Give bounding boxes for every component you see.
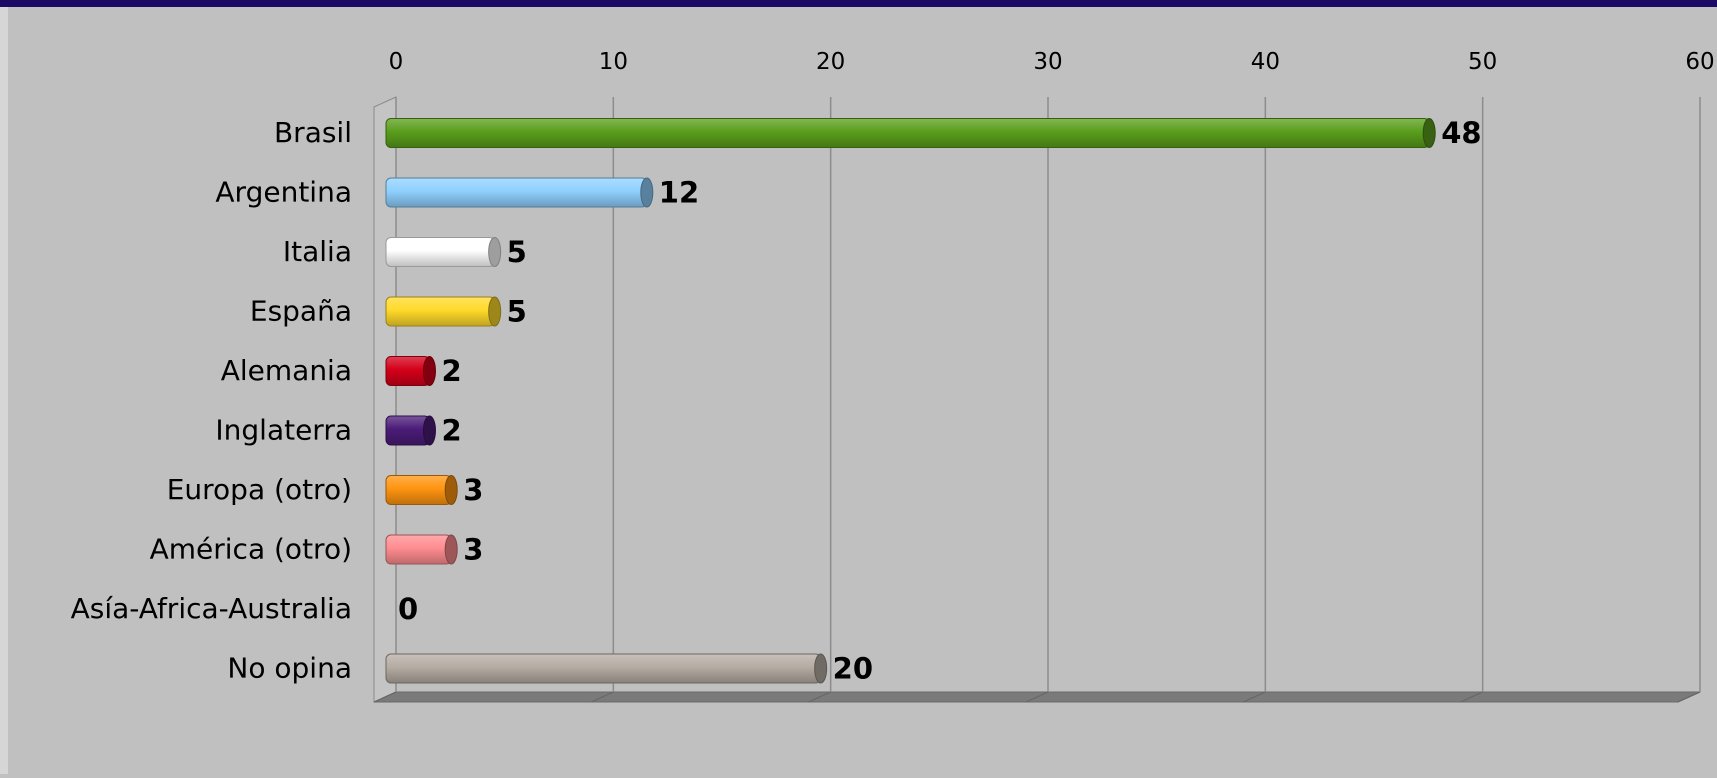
floor-gridline <box>1460 691 1483 703</box>
bar-cap <box>422 356 436 386</box>
data-label: 0 <box>398 592 418 626</box>
bar-cap <box>814 653 828 684</box>
category-label: España <box>250 295 352 328</box>
bar-body <box>385 118 1430 148</box>
bar <box>385 296 502 327</box>
category-label: Alemania <box>221 354 352 387</box>
data-label: 5 <box>507 235 527 269</box>
data-label: 20 <box>833 652 873 686</box>
floor-gridline <box>1243 691 1266 703</box>
gridlines <box>373 97 1701 703</box>
data-label: 5 <box>507 295 527 329</box>
bars <box>385 118 1436 684</box>
bar <box>385 237 502 267</box>
x-tick-label: 20 <box>816 49 845 75</box>
bar-body <box>385 237 496 267</box>
bar <box>385 118 1436 148</box>
x-tick-labels: 0 10 20 30 40 50 60 <box>389 49 1715 75</box>
category-label: No opina <box>227 652 352 685</box>
x-tick-label: 10 <box>599 49 628 75</box>
data-label: 12 <box>659 176 699 210</box>
data-label: 2 <box>441 414 461 448</box>
category-label: Italia <box>283 235 352 268</box>
data-label: 2 <box>441 354 461 388</box>
bar-body <box>385 653 822 684</box>
bar-cap <box>488 296 502 327</box>
bar <box>385 177 654 208</box>
category-label: América (otro) <box>150 533 352 566</box>
floor-gridline <box>1677 691 1701 703</box>
category-labels: Brasil Argentina Italia España Alemania Ingla… <box>71 116 352 685</box>
category-label: Asía-Africa-Australia <box>71 592 352 625</box>
x-tick-label: 60 <box>1685 49 1714 75</box>
x-tick-label: 50 <box>1468 49 1497 75</box>
floor-gridline <box>808 691 831 703</box>
bar-cap <box>444 475 458 505</box>
data-label: 3 <box>463 473 483 507</box>
category-label: Europa (otro) <box>167 473 352 506</box>
bar-cap <box>488 237 502 267</box>
x-tick-label: 30 <box>1033 49 1062 75</box>
bar-cap <box>422 415 436 446</box>
bar-body <box>385 534 452 565</box>
category-label: Argentina <box>215 176 352 209</box>
bar-cap <box>1422 118 1436 148</box>
bar <box>385 653 828 684</box>
data-label: 48 <box>1441 116 1481 150</box>
data-label: 3 <box>463 533 483 567</box>
bar-body <box>385 356 430 386</box>
bar <box>385 475 458 505</box>
bar-cap <box>444 534 458 565</box>
left-border <box>0 7 8 774</box>
bar <box>385 356 436 386</box>
category-label: Inglaterra <box>215 414 352 447</box>
bar-body <box>385 475 452 505</box>
floor-gridline <box>591 691 614 703</box>
category-label: Brasil <box>274 116 352 149</box>
top-border <box>0 0 1717 7</box>
bar <box>385 415 436 446</box>
floor-gridline <box>1025 691 1049 703</box>
bar-body <box>385 296 496 327</box>
x-tick-label: 0 <box>389 49 404 75</box>
bar-cap <box>640 177 654 208</box>
x-tick-label: 40 <box>1251 49 1280 75</box>
bar <box>385 534 458 565</box>
bar-chart: 0 10 20 30 40 50 60 BrasilArgentinaItaliaEspañ… <box>71 49 1715 703</box>
bar-body <box>385 415 430 446</box>
bar-body <box>385 177 648 208</box>
chart-container: 0 10 20 30 40 50 60 Brasil Argentina Italia Españ… <box>0 7 1717 774</box>
floor-gridline <box>373 691 397 703</box>
